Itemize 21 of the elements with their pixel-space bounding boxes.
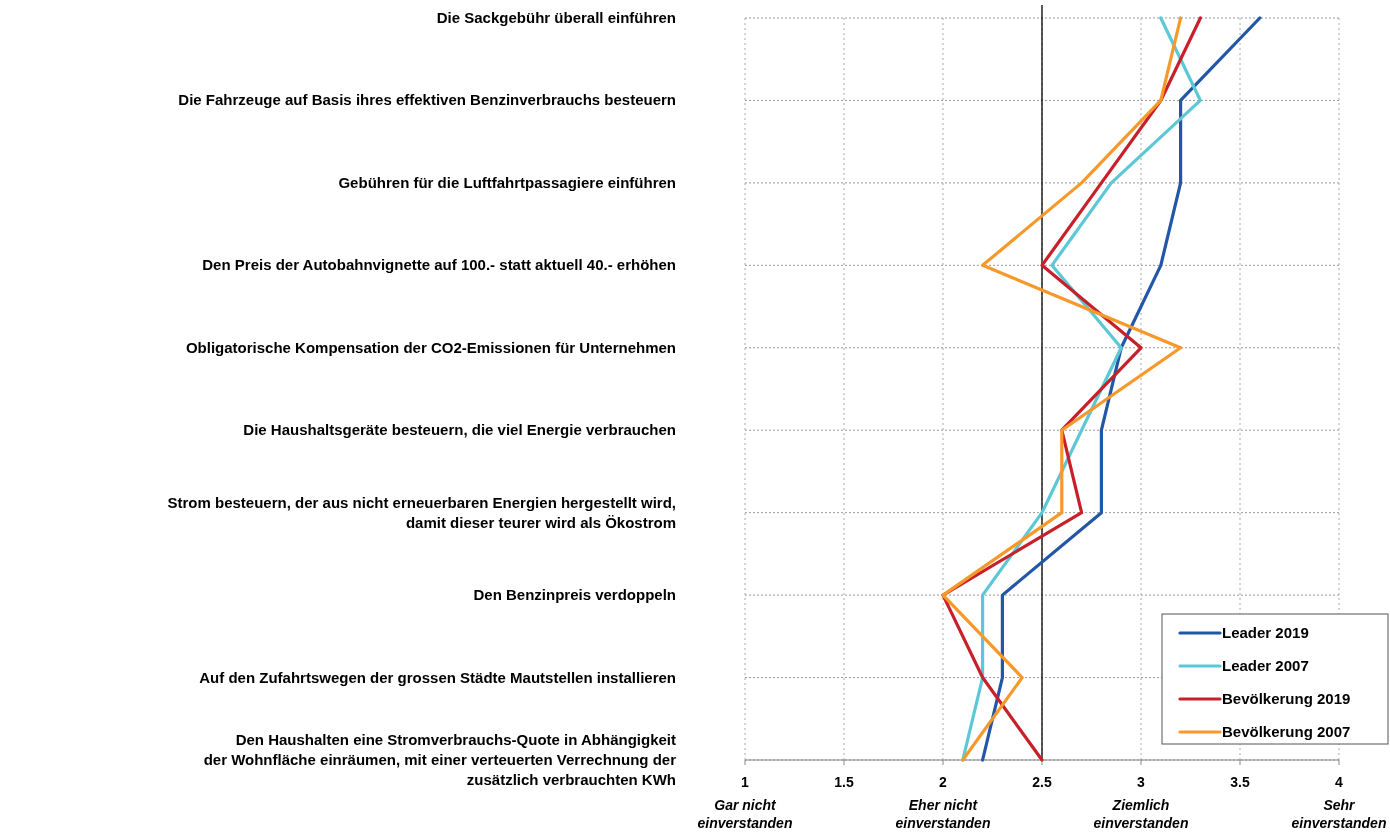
- x-tick-label: 3.5: [1230, 774, 1250, 790]
- y-tick-label: Gebühren für die Luftfahrtpassagiere einführen: [338, 173, 676, 191]
- x-tick-label: 1.5: [834, 774, 854, 790]
- x-tick-label: 3 Ziemlich einverstanden: [1093, 774, 1189, 831]
- legend-label: Leader 2019: [1222, 624, 1309, 641]
- x-tick-label: 1 Gar nicht einverstanden: [697, 774, 793, 831]
- x-tick-label: 2 Eher nicht einverstanden: [895, 774, 991, 831]
- y-tick-label: Obligatorische Kompensation der CO2-Emissionen für Unternehmen: [185, 338, 676, 356]
- y-tick-label: Auf den Zufahrtswegen der grossen Städte Mautstellen installieren: [199, 668, 676, 686]
- y-tick-label: Die Haushaltsgeräte besteuern, die viel Energie verbrauchen: [243, 421, 676, 439]
- x-tick-label: 4 Sehr einverstanden: [1291, 774, 1387, 831]
- y-tick-label: Strom besteuern, der aus nicht erneuerbaren Energien hergestellt wird, damit dieser teurer wird als Ökostrom: [167, 493, 676, 531]
- y-tick-label: Den Haushalten eine Stromverbrauchs-Quote in Abhängigkeit der Wohnfläche einräumen, mit einer verteuerten Verrechnung der zusätzlich verbrauchten KWh: [203, 731, 677, 788]
- y-tick-label: Den Preis der Autobahnvignette auf 100.- statt aktuell 40.- erhöhen: [202, 256, 676, 274]
- legend-label: Leader 2007: [1222, 657, 1309, 674]
- y-tick-label: Die Fahrzeuge auf Basis ihres effektiven Benzinverbrauchs besteuern: [178, 91, 676, 109]
- legend-label: Bevölkerung 2007: [1222, 723, 1351, 740]
- legend-label: Bevölkerung 2019: [1222, 690, 1351, 707]
- x-tick-label: 2.5: [1032, 774, 1052, 790]
- y-tick-label: Die Sackgebühr überall einführen: [436, 9, 676, 26]
- y-tick-label: Den Benzinpreis verdoppeln: [473, 586, 676, 604]
